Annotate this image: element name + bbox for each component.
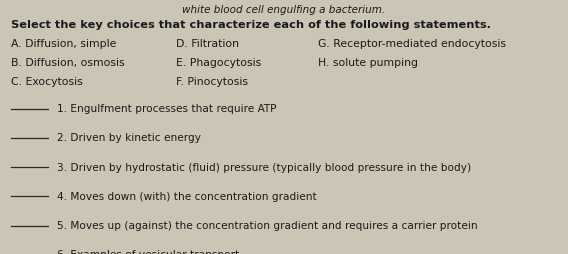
- Text: H. solute pumping: H. solute pumping: [318, 58, 418, 68]
- Text: C. Exocytosis: C. Exocytosis: [11, 77, 83, 87]
- Text: B. Diffusion, osmosis: B. Diffusion, osmosis: [11, 58, 125, 68]
- Text: F. Pinocytosis: F. Pinocytosis: [176, 77, 248, 87]
- Text: E. Phagocytosis: E. Phagocytosis: [176, 58, 261, 68]
- Text: 6. Examples of vesicular transport: 6. Examples of vesicular transport: [57, 250, 239, 254]
- Text: 3. Driven by hydrostatic (fluid) pressure (typically blood pressure in the body): 3. Driven by hydrostatic (fluid) pressur…: [57, 163, 471, 172]
- Text: 4. Moves down (with) the concentration gradient: 4. Moves down (with) the concentration g…: [57, 192, 316, 202]
- Text: 5. Moves up (against) the concentration gradient and requires a carrier protein: 5. Moves up (against) the concentration …: [57, 221, 478, 231]
- Text: white blood cell engulfing a bacterium.: white blood cell engulfing a bacterium.: [182, 5, 386, 15]
- Text: Select the key choices that characterize each of the following statements.: Select the key choices that characterize…: [11, 20, 491, 30]
- Text: G. Receptor-mediated endocytosis: G. Receptor-mediated endocytosis: [318, 39, 506, 49]
- Text: 2. Driven by kinetic energy: 2. Driven by kinetic energy: [57, 133, 201, 143]
- Text: D. Filtration: D. Filtration: [176, 39, 239, 49]
- Text: 1. Engulfment processes that require ATP: 1. Engulfment processes that require ATP: [57, 104, 276, 114]
- Text: A. Diffusion, simple: A. Diffusion, simple: [11, 39, 117, 49]
